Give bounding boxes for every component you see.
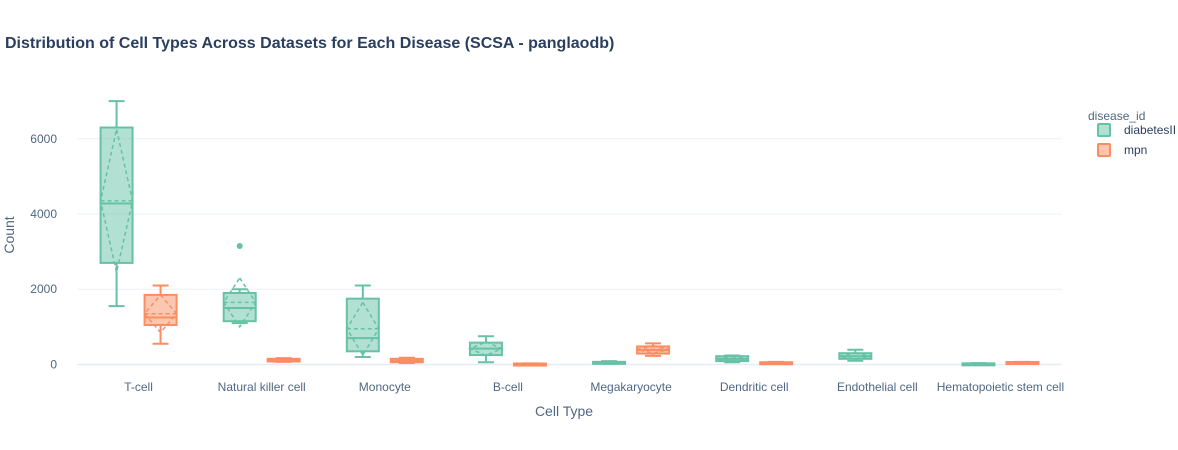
legend-swatch (1097, 143, 1111, 157)
box-mpn-3[interactable] (512, 362, 547, 367)
legend-label: diabetesII (1124, 123, 1176, 137)
sd-diamond (636, 344, 670, 354)
box-diabetesII-4[interactable] (592, 360, 627, 365)
box-mpn-7[interactable] (1005, 360, 1040, 366)
axes: 0 2000 4000 6000 T-cell Natural killer cell Mo… (30, 132, 1064, 394)
sd-diamond (716, 355, 749, 362)
box-mpn-0[interactable] (143, 284, 178, 345)
y-axis-title: Count (1, 216, 17, 253)
box-mpn-1[interactable] (266, 357, 301, 363)
box-mpn-5[interactable] (759, 360, 794, 366)
box-diabetesII-7[interactable] (961, 362, 996, 367)
box-diabetesII-6[interactable] (838, 348, 873, 362)
y-tick-label: 0 (50, 357, 57, 371)
box-mpn-2[interactable] (389, 356, 424, 364)
legend[interactable]: disease_id diabetesII mpn (1088, 109, 1176, 157)
sd-diamond (760, 361, 793, 365)
legend-label: mpn (1124, 143, 1147, 157)
legend-item-mpn[interactable]: mpn (1097, 143, 1147, 157)
box-diabetesII-0[interactable] (99, 100, 134, 308)
x-tick-label: T-cell (124, 380, 153, 394)
box-diabetesII-3[interactable] (468, 335, 504, 364)
y-tick-label: 4000 (30, 207, 57, 221)
legend-swatch (1097, 123, 1111, 137)
sd-diamond (1006, 361, 1039, 364)
sd-diamond (143, 293, 178, 334)
x-tick-label: Natural killer cell (218, 380, 306, 394)
x-tick-label: Megakaryocyte (590, 380, 672, 394)
sd-diamond (839, 352, 872, 360)
box-diabetesII-1[interactable] (222, 242, 257, 329)
grid-lines (77, 138, 1062, 366)
x-tick-label: B-cell (493, 380, 523, 394)
chart-title: Distribution of Cell Types Across Datase… (5, 35, 615, 52)
sd-diamond (468, 341, 504, 357)
sd-diamond (222, 276, 257, 329)
y-tick-label: 6000 (30, 132, 57, 146)
x-axis-title: Cell Type (535, 403, 593, 419)
box-diabetesII-5[interactable] (715, 354, 750, 364)
legend-item-diabetesII[interactable]: diabetesII (1097, 123, 1176, 137)
x-tick-label: Monocyte (359, 380, 411, 394)
box-body (99, 126, 134, 264)
y-tick-label: 2000 (30, 282, 57, 296)
outlier-point[interactable] (236, 242, 243, 249)
box-body (345, 297, 380, 353)
box-mpn-4[interactable] (636, 342, 671, 357)
legend-title: disease_id (1088, 109, 1145, 123)
x-tick-label: Endothelial cell (837, 380, 918, 394)
x-tick-label: Hematopoietic stem cell (937, 380, 1064, 394)
sd-diamond (390, 358, 423, 363)
sd-diamond (593, 361, 626, 365)
box-groups (99, 100, 1040, 367)
box-diabetesII-2[interactable] (345, 284, 380, 358)
sd-diamond (267, 358, 300, 363)
x-tick-label: Dendritic cell (720, 380, 789, 394)
